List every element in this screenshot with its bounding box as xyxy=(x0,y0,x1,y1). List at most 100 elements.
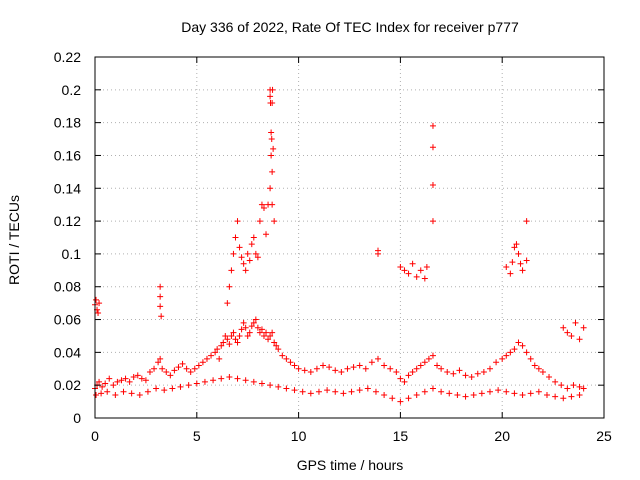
data-point xyxy=(486,365,493,372)
axis-ticks xyxy=(94,56,605,419)
data-point xyxy=(110,382,117,389)
data-point xyxy=(234,375,241,382)
data-point xyxy=(558,382,565,389)
data-point xyxy=(517,260,524,267)
data-point xyxy=(421,275,428,282)
data-point xyxy=(226,373,233,380)
data-point xyxy=(106,375,113,382)
data-point xyxy=(429,181,436,188)
data-point xyxy=(446,390,453,397)
data-point xyxy=(268,129,275,136)
data-point xyxy=(393,369,400,376)
data-point xyxy=(425,355,432,362)
x-tick-label: 25 xyxy=(596,428,612,444)
data-point xyxy=(203,355,210,362)
data-point xyxy=(157,283,164,290)
data-point xyxy=(486,388,493,395)
x-tick-label: 0 xyxy=(91,428,99,444)
data-point xyxy=(224,336,231,343)
data-point xyxy=(417,267,424,274)
x-tick-label: 15 xyxy=(393,428,409,444)
data-point xyxy=(307,390,314,397)
data-point xyxy=(527,355,534,362)
data-point xyxy=(93,296,100,303)
data-point xyxy=(252,250,259,257)
data-point xyxy=(228,267,235,274)
y-tick-label: 0.06 xyxy=(54,312,81,328)
data-point xyxy=(271,339,278,346)
data-point xyxy=(543,392,550,399)
data-point xyxy=(269,329,276,336)
data-point xyxy=(260,332,267,339)
data-point xyxy=(324,387,331,394)
data-point xyxy=(421,388,428,395)
plot-frame xyxy=(94,56,605,419)
data-point xyxy=(269,86,276,93)
data-point xyxy=(226,341,233,348)
data-point xyxy=(275,346,282,353)
data-point xyxy=(242,377,249,384)
data-point xyxy=(362,365,369,372)
y-tick-labels: 0 0.02 0.04 0.06 0.08 0.1 0.12 0.14 0.16 0.18 0.2 0… xyxy=(54,49,81,426)
data-point xyxy=(230,329,237,336)
data-point xyxy=(279,352,286,359)
data-point xyxy=(507,270,514,277)
data-point xyxy=(332,367,339,374)
data-point xyxy=(228,332,235,339)
data-point xyxy=(326,364,333,371)
data-point xyxy=(122,375,129,382)
data-point xyxy=(527,390,534,397)
data-point xyxy=(397,375,404,382)
data-point xyxy=(269,168,276,175)
data-point xyxy=(429,385,436,392)
data-point xyxy=(576,336,583,343)
data-point xyxy=(268,152,275,159)
data-point xyxy=(254,324,261,331)
data-point xyxy=(157,303,164,310)
y-tick-label: 0.1 xyxy=(62,246,82,262)
data-point xyxy=(564,329,571,336)
data-point xyxy=(242,324,249,331)
data-point xyxy=(242,267,249,274)
data-point xyxy=(421,359,428,366)
data-point xyxy=(568,332,575,339)
data-point xyxy=(128,390,135,397)
data-point xyxy=(269,99,276,106)
data-point xyxy=(291,387,298,394)
grid-lines xyxy=(95,57,604,418)
data-point xyxy=(507,349,514,356)
data-point xyxy=(212,349,219,356)
data-point xyxy=(519,392,526,399)
data-point xyxy=(307,369,314,376)
data-point xyxy=(218,342,225,349)
data-point xyxy=(340,390,347,397)
data-point xyxy=(405,270,412,277)
data-point xyxy=(244,332,251,339)
data-point xyxy=(375,250,382,257)
y-axis-title: ROTI / TECUs xyxy=(6,195,22,285)
data-point xyxy=(295,365,302,372)
data-point xyxy=(401,267,408,274)
data-point xyxy=(429,122,436,129)
data-point xyxy=(495,387,502,394)
data-point xyxy=(552,393,559,400)
data-point xyxy=(462,393,469,400)
y-tick-label: 0.12 xyxy=(54,213,81,229)
data-point xyxy=(104,388,111,395)
data-point xyxy=(580,385,587,392)
data-point xyxy=(236,332,243,339)
x-axis-title: GPS time / hours xyxy=(297,457,404,473)
data-point xyxy=(429,144,436,151)
data-point xyxy=(258,201,265,208)
data-point xyxy=(454,392,461,399)
data-point xyxy=(409,369,416,376)
data-point xyxy=(503,352,510,359)
data-point xyxy=(252,316,259,323)
data-point xyxy=(350,364,357,371)
data-point xyxy=(99,383,106,390)
data-point xyxy=(560,395,567,402)
data-point xyxy=(444,369,451,376)
data-point xyxy=(405,372,412,379)
data-point xyxy=(157,355,164,362)
